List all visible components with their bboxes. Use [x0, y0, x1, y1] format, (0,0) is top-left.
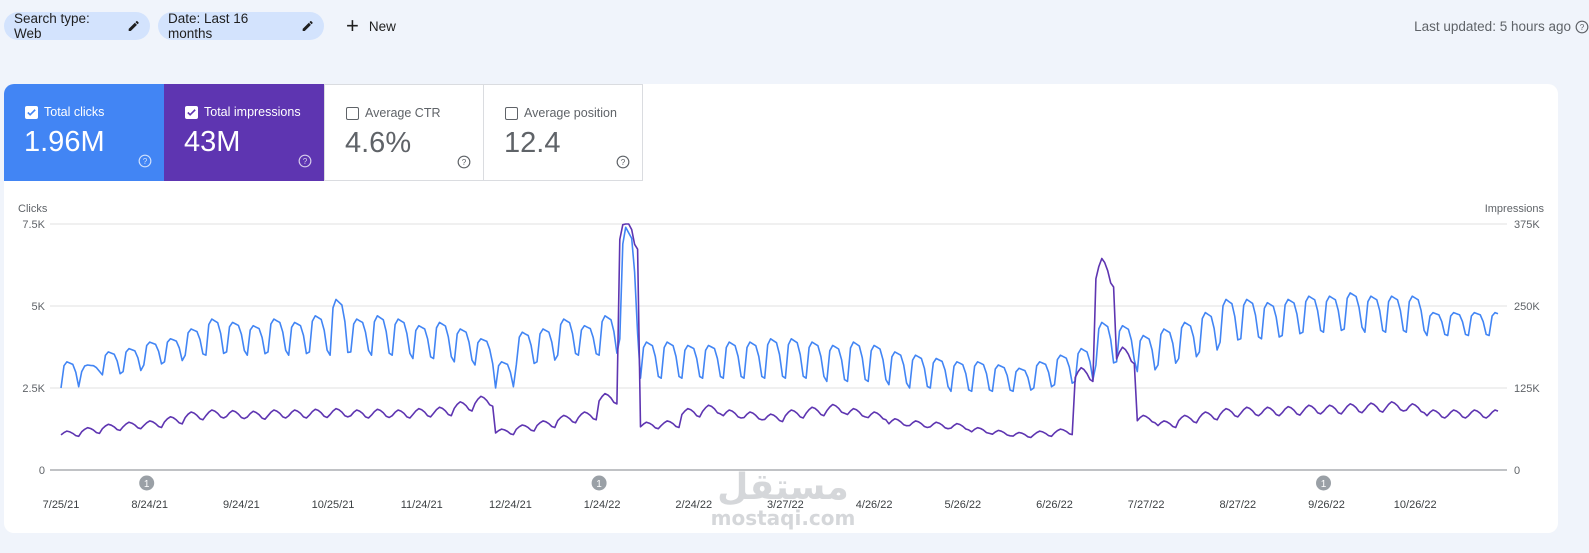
metric-value: 4.6%: [345, 127, 412, 159]
metric-label: Average CTR: [365, 106, 441, 120]
search-type-filter-chip[interactable]: Search type: Web: [4, 11, 150, 41]
help-icon[interactable]: ?: [138, 154, 152, 168]
edit-pencil-icon: [302, 20, 313, 32]
svg-text:?: ?: [621, 158, 626, 167]
last-updated-info: Last updated: 5 hours ago ?: [1414, 19, 1589, 34]
metric-card-average-position[interactable]: Average position 12.4 ?: [483, 84, 643, 181]
metric-card-total-impressions[interactable]: Total impressions 43M ?: [164, 84, 324, 181]
svg-text:?: ?: [303, 157, 308, 166]
metric-label: Total clicks: [44, 105, 105, 119]
help-icon[interactable]: ?: [616, 155, 630, 169]
watermark-latin: mostaqi.com: [710, 506, 856, 530]
metric-value: 12.4: [504, 127, 561, 159]
svg-text:?: ?: [1580, 22, 1585, 31]
watermark: مستقل mostaqi.com: [708, 470, 858, 536]
performance-panel: Total clicks 1.96M ? Total impressions 4…: [4, 84, 1558, 533]
checkbox-checked-icon[interactable]: [25, 105, 38, 119]
metric-value: 1.96M: [24, 126, 105, 158]
metric-label: Total impressions: [204, 105, 301, 119]
metric-card-average-ctr[interactable]: Average CTR 4.6% ?: [324, 84, 484, 181]
search-type-label: Search type: Web: [14, 11, 90, 41]
filter-bar: Search type: Web Date: Last 16 months + …: [0, 0, 1589, 52]
date-filter-label: Date: Last 16 months: [168, 11, 249, 41]
metric-label: Average position: [524, 106, 617, 120]
last-updated-text: Last updated: 5 hours ago: [1414, 19, 1571, 34]
help-icon[interactable]: ?: [1575, 20, 1589, 34]
help-icon[interactable]: ?: [298, 154, 312, 168]
metric-card-total-clicks[interactable]: Total clicks 1.96M ?: [4, 84, 164, 181]
edit-pencil-icon: [128, 20, 139, 32]
checkbox-unchecked-icon[interactable]: [505, 106, 518, 120]
checkbox-checked-icon[interactable]: [185, 105, 198, 119]
help-icon[interactable]: ?: [457, 155, 471, 169]
watermark-arabic: مستقل: [717, 467, 849, 508]
metric-value: 43M: [184, 126, 241, 158]
new-filter-label: New: [368, 18, 396, 34]
svg-text:?: ?: [462, 158, 467, 167]
new-filter-button[interactable]: + New: [338, 12, 404, 40]
svg-text:?: ?: [143, 157, 148, 166]
date-filter-chip[interactable]: Date: Last 16 months: [158, 11, 324, 41]
plus-icon: +: [346, 13, 359, 38]
checkbox-unchecked-icon[interactable]: [346, 106, 359, 120]
